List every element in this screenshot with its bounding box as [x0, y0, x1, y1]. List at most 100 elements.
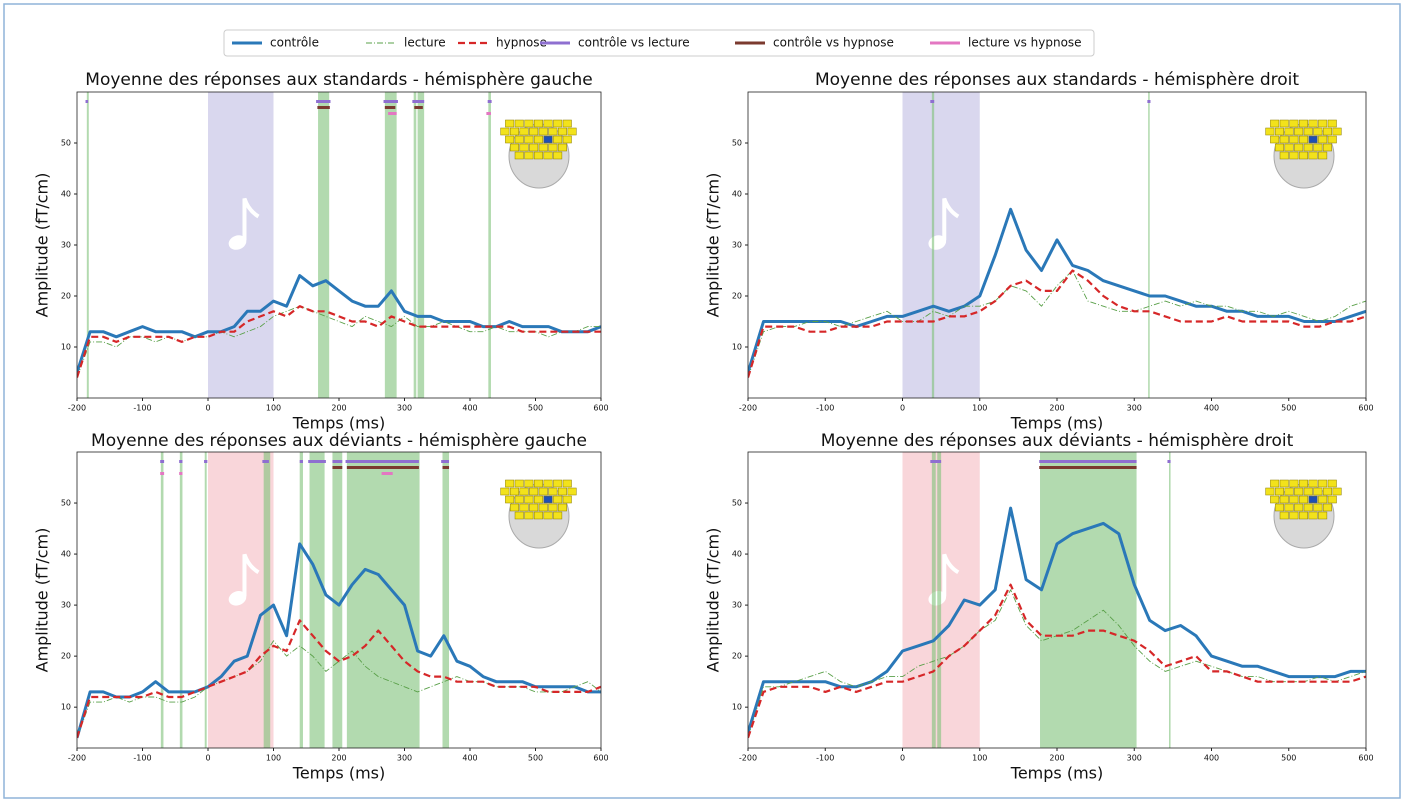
comparison-marker: [332, 460, 343, 463]
sensor: [1298, 119, 1308, 128]
y-tick-label: 30: [732, 241, 742, 250]
x-tick-label: 0: [205, 404, 210, 413]
x-tick-label: -100: [133, 404, 151, 413]
sensor: [543, 479, 553, 488]
y-axis-label: Amplitude (fT/cm): [33, 528, 52, 673]
significance-band: [937, 452, 942, 748]
sensor: [1284, 503, 1294, 512]
sensor: [553, 511, 563, 520]
sensor: [533, 479, 543, 488]
sensor: [1327, 495, 1337, 504]
x-tick-label: 300: [1127, 404, 1142, 413]
series-line: [748, 506, 1366, 734]
legend-label: lecture: [404, 36, 446, 50]
sensor: [509, 503, 519, 512]
sensor: [1298, 511, 1308, 520]
x-tick-label: 300: [397, 404, 412, 413]
x-tick-label: 200: [331, 404, 346, 413]
comparison-marker: [160, 460, 165, 463]
legend-label: hypnose: [496, 36, 547, 50]
sensor: [1308, 151, 1318, 160]
plot-bg: [748, 92, 1366, 398]
sensor: [1279, 479, 1289, 488]
comparison-marker: [1167, 460, 1171, 463]
y-tick-label: 10: [61, 703, 71, 712]
sensor: [553, 479, 563, 488]
comparison-marker: [441, 460, 450, 463]
x-tick-label: 300: [1127, 754, 1142, 763]
sensor: [505, 479, 515, 488]
sensor: [1279, 495, 1289, 504]
comparison-marker: [442, 466, 450, 469]
x-tick-label: 600: [593, 754, 608, 763]
significance-band: [263, 452, 271, 748]
sensor: [1294, 127, 1304, 136]
x-tick-label: 200: [331, 754, 346, 763]
significance-band: [442, 452, 450, 748]
x-tick-label: 200: [1049, 754, 1064, 763]
sensor: [548, 143, 558, 152]
y-tick-label: 50: [61, 499, 71, 508]
sensor: [1274, 503, 1284, 512]
x-tick-label: 100: [972, 754, 987, 763]
sensor: [514, 495, 524, 504]
significance-band: [931, 452, 936, 748]
y-tick-label: 20: [732, 652, 742, 661]
series-line: [748, 207, 1366, 373]
comparison-marker: [308, 460, 326, 463]
legend-label: contrôle vs hypnose: [773, 36, 894, 50]
y-tick-label: 30: [732, 601, 742, 610]
sensor: [1303, 503, 1313, 512]
sensor: [1274, 143, 1284, 152]
sensor: [1289, 479, 1299, 488]
sensor: [1279, 511, 1289, 520]
x-tick-label: 300: [397, 754, 412, 763]
sensor: [524, 511, 534, 520]
sensor: [505, 495, 515, 504]
legend-label: contrôle: [270, 36, 319, 50]
music-note: [228, 235, 247, 250]
sensor: [1332, 487, 1342, 496]
sensor: [524, 495, 534, 504]
sensor: [1279, 151, 1289, 160]
sensor: [533, 511, 543, 520]
y-tick-label: 40: [732, 190, 742, 199]
sensor: [1318, 511, 1328, 520]
x-tick-label: 0: [900, 754, 905, 763]
series-line: [748, 270, 1366, 378]
sensor: [1327, 479, 1337, 488]
x-tick-label: -200: [739, 404, 757, 413]
series-line: [77, 542, 601, 739]
sensor: [509, 127, 519, 136]
x-axis-label: Temps (ms): [292, 764, 385, 783]
sensor: [562, 135, 572, 144]
significance-band: [204, 452, 207, 748]
sensor: [548, 127, 558, 136]
sensor: [1270, 135, 1280, 144]
sensor: [553, 135, 563, 144]
sensor: [543, 511, 553, 520]
sensor: [1265, 127, 1275, 136]
sensor: [1313, 143, 1323, 152]
x-tick-label: 400: [462, 754, 477, 763]
frame: [3, 3, 1401, 799]
sensor: [543, 119, 553, 128]
sensor: [562, 495, 572, 504]
music-note: [942, 553, 960, 597]
x-tick-label: 100: [266, 754, 281, 763]
sensor: [529, 143, 539, 152]
x-tick-label: -200: [68, 754, 86, 763]
y-tick-label: 20: [61, 292, 71, 301]
y-tick-label: 20: [61, 652, 71, 661]
significance-band: [417, 92, 425, 398]
sensor: [529, 503, 539, 512]
y-tick-label: 10: [732, 703, 742, 712]
comparison-marker: [160, 472, 165, 475]
significance-band: [86, 92, 89, 398]
sensor: [509, 487, 519, 496]
sensor: [1298, 495, 1308, 504]
x-tick-label: 200: [1049, 404, 1064, 413]
y-tick-label: 50: [61, 139, 71, 148]
series-line: [748, 583, 1366, 739]
comparison-marker: [179, 460, 183, 463]
